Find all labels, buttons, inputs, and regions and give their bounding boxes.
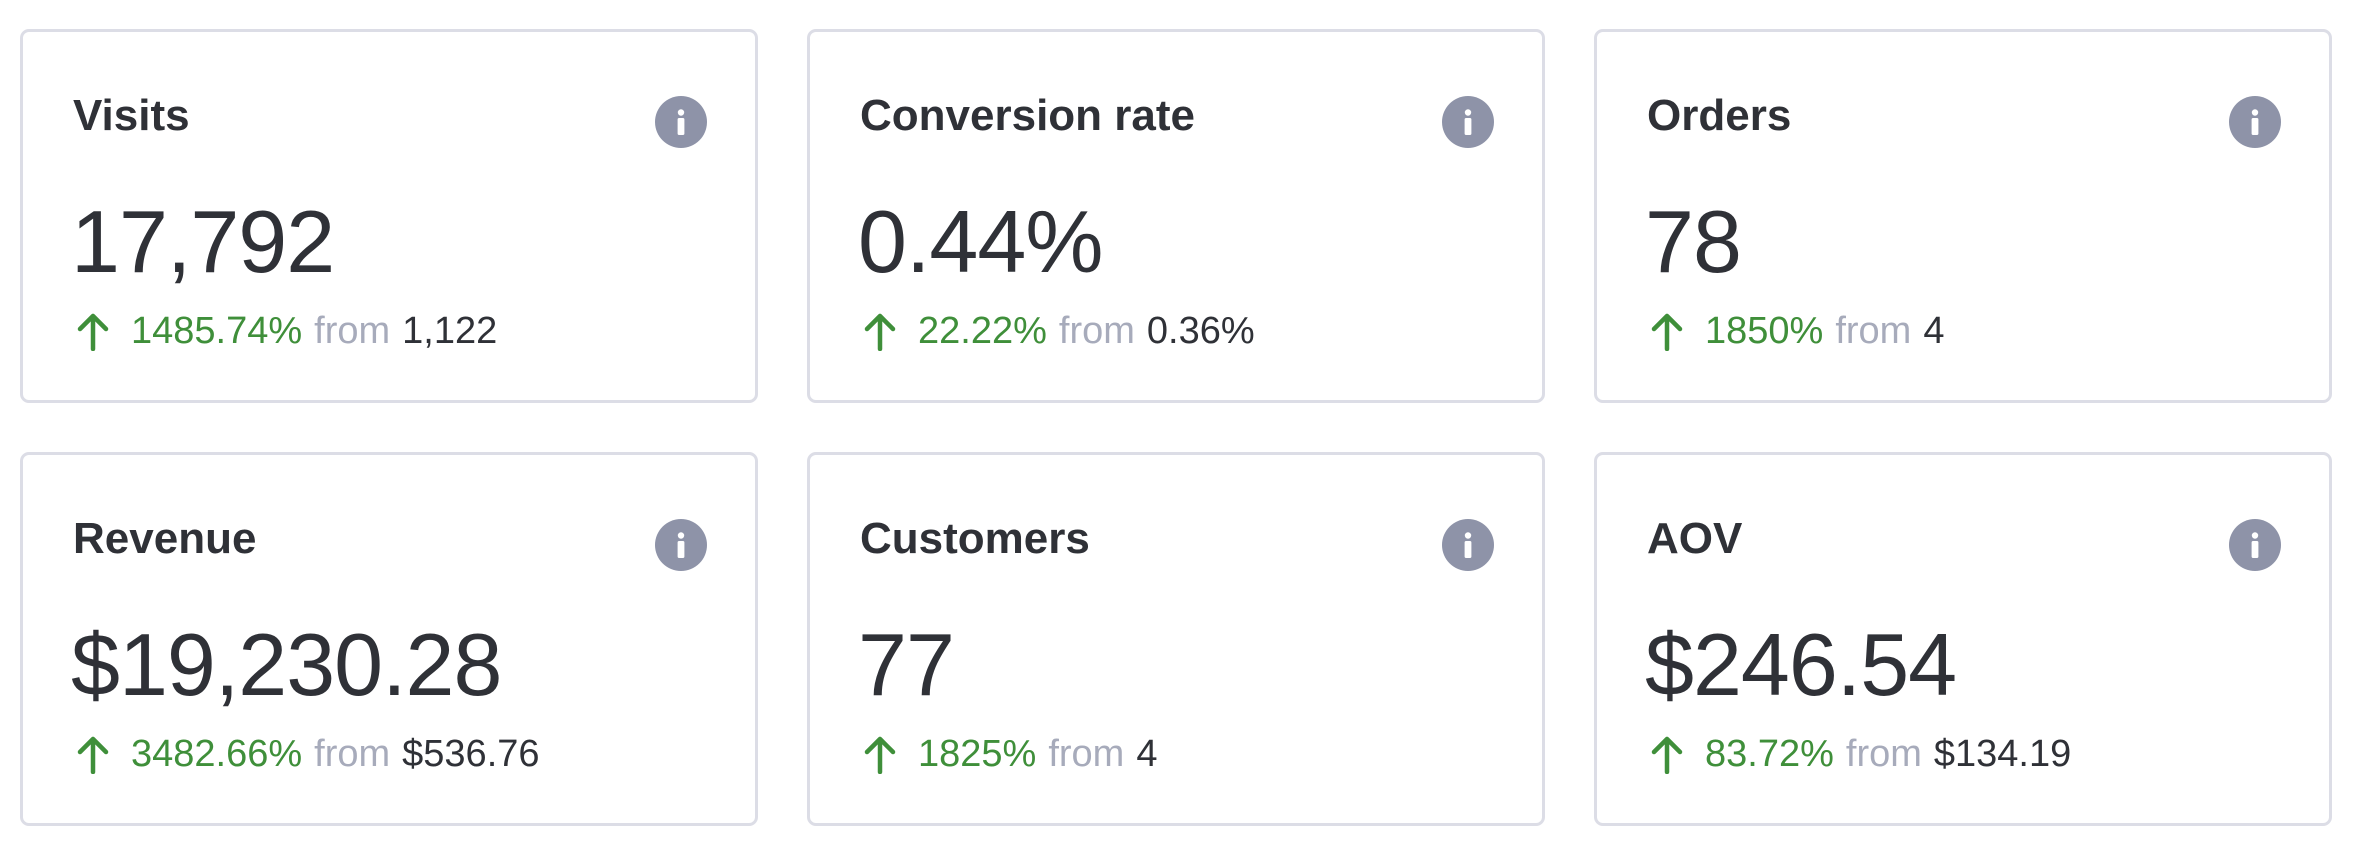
change-percent: 1850% bbox=[1705, 310, 1824, 352]
card-change: 1485.74% from 1,122 bbox=[75, 311, 497, 351]
arrow-up-icon bbox=[1651, 313, 1683, 351]
card-title: Visits bbox=[73, 91, 190, 140]
card-change: 22.22% from 0.36% bbox=[862, 311, 1255, 351]
card-title: Orders bbox=[1647, 91, 1792, 140]
card-title: Revenue bbox=[73, 514, 257, 563]
change-from-label: from bbox=[1835, 310, 1912, 352]
info-icon[interactable] bbox=[1442, 96, 1494, 148]
card-change: 83.72% from $134.19 bbox=[1649, 734, 2071, 774]
metric-card-customers: Customers 77 1825% from 4 bbox=[807, 452, 1545, 826]
change-percent: 1825% bbox=[918, 733, 1037, 775]
metric-card-orders: Orders 78 1850% from 4 bbox=[1594, 29, 2332, 403]
change-from-label: from bbox=[314, 310, 391, 352]
info-icon[interactable] bbox=[2229, 519, 2281, 571]
metric-card-visits: Visits 17,792 1485.74% from 1,122 bbox=[20, 29, 758, 403]
change-percent: 3482.66% bbox=[131, 733, 303, 775]
change-from-label: from bbox=[1048, 733, 1125, 775]
card-value: 77 bbox=[858, 615, 955, 714]
previous-value: 1,122 bbox=[402, 310, 498, 352]
card-value: 17,792 bbox=[71, 192, 335, 291]
card-title: Customers bbox=[860, 514, 1090, 563]
info-icon[interactable] bbox=[655, 96, 707, 148]
card-title: AOV bbox=[1647, 514, 1743, 563]
metric-card-aov: AOV $246.54 83.72% from $134.19 bbox=[1594, 452, 2332, 826]
change-from-label: from bbox=[1845, 733, 1922, 775]
change-percent: 1485.74% bbox=[131, 310, 303, 352]
arrow-up-icon bbox=[1651, 736, 1683, 774]
card-change: 1850% from 4 bbox=[1649, 311, 1944, 351]
change-percent: 22.22% bbox=[918, 310, 1047, 352]
change-percent: 83.72% bbox=[1705, 733, 1834, 775]
metric-card-conversion-rate: Conversion rate 0.44% 22.22% from 0.36% bbox=[807, 29, 1545, 403]
metric-card-revenue: Revenue $19,230.28 3482.66% from $536.76 bbox=[20, 452, 758, 826]
info-icon[interactable] bbox=[655, 519, 707, 571]
card-title: Conversion rate bbox=[860, 91, 1195, 140]
previous-value: $134.19 bbox=[1933, 733, 2072, 775]
card-value: 0.44% bbox=[858, 192, 1104, 291]
card-value: $19,230.28 bbox=[71, 615, 502, 714]
card-change: 3482.66% from $536.76 bbox=[75, 734, 540, 774]
arrow-up-icon bbox=[864, 736, 896, 774]
arrow-up-icon bbox=[77, 736, 109, 774]
previous-value: 4 bbox=[1136, 733, 1158, 775]
card-value: 78 bbox=[1645, 192, 1742, 291]
card-change: 1825% from 4 bbox=[862, 734, 1157, 774]
arrow-up-icon bbox=[864, 313, 896, 351]
info-icon[interactable] bbox=[2229, 96, 2281, 148]
previous-value: $536.76 bbox=[402, 733, 540, 775]
previous-value: 4 bbox=[1923, 310, 1945, 352]
arrow-up-icon bbox=[77, 313, 109, 351]
card-value: $246.54 bbox=[1645, 615, 1957, 714]
change-from-label: from bbox=[1058, 310, 1135, 352]
previous-value: 0.36% bbox=[1146, 310, 1255, 352]
info-icon[interactable] bbox=[1442, 519, 1494, 571]
change-from-label: from bbox=[314, 733, 391, 775]
